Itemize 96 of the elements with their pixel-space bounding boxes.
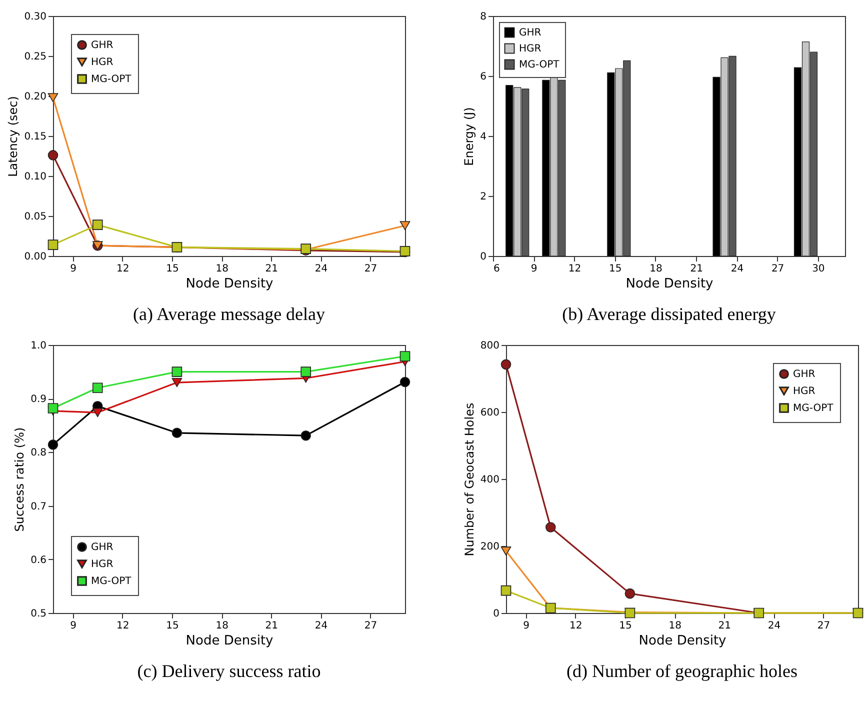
x-axis-title: Node Density <box>626 276 714 292</box>
y-tick-label: 600 <box>480 408 500 418</box>
y-tick-label: 0 <box>480 252 486 262</box>
point <box>92 408 103 418</box>
point <box>400 221 410 230</box>
point <box>48 440 58 450</box>
x-axis-title: Node Density <box>638 634 727 648</box>
x-tick-label: 18 <box>216 264 228 274</box>
x-tick-label: 12 <box>116 620 130 632</box>
x-tick-label: 27 <box>364 264 378 274</box>
point <box>48 150 58 160</box>
point <box>500 359 512 370</box>
legend-label: MG-OPT <box>519 60 560 70</box>
x-tick-label: 27 <box>771 264 784 274</box>
y-axis-title: Latency (sec) <box>6 96 20 177</box>
x-tick-label: 21 <box>718 620 732 632</box>
x-tick-label: 21 <box>265 620 278 632</box>
x-tick-label: 15 <box>166 264 179 274</box>
point <box>172 428 182 438</box>
point <box>300 430 311 441</box>
x-tick-label: 12 <box>568 264 582 274</box>
legend-label: HGR <box>793 386 816 397</box>
x-tick-label: 24 <box>730 264 744 274</box>
y-tick-label: 0.7 <box>30 501 46 512</box>
x-tick-label: 9 <box>530 264 538 274</box>
text: (d) Number of geographic holes <box>566 661 798 681</box>
y-tick-label: 8 <box>480 12 486 22</box>
x-tick-label: 30 <box>812 264 825 274</box>
x-tick-label: 15 <box>608 264 622 274</box>
y-axis-title: Number of Geocast Holes <box>462 402 476 556</box>
y-tick-label: 0.25 <box>24 52 46 62</box>
x-axis-title: Node Density <box>186 276 274 292</box>
legend-label: HGR <box>519 44 542 54</box>
point <box>172 366 182 377</box>
y-axis-title: Success ratio (%) <box>12 427 27 532</box>
x-tick-label: 18 <box>216 620 228 632</box>
point <box>172 378 182 388</box>
legend-label: MG-OPT <box>793 403 834 414</box>
x-tick-label: 24 <box>314 620 328 632</box>
y-tick-label: 0.05 <box>24 212 46 222</box>
point <box>300 366 311 377</box>
point <box>48 403 58 414</box>
point <box>545 522 556 532</box>
x-tick-label: 18 <box>668 620 682 632</box>
y-tick-label: 800 <box>480 340 500 352</box>
point <box>500 585 512 596</box>
legend-label: GHR <box>91 542 114 553</box>
point <box>92 382 103 394</box>
point <box>400 351 410 362</box>
y-tick-label: 0.00 <box>24 252 46 262</box>
point <box>48 240 58 250</box>
legend-label: MG-OPT <box>91 74 132 85</box>
x-tick-label: 24 <box>768 620 781 632</box>
x-tick-label: 27 <box>364 620 378 632</box>
y-tick-label: 400 <box>480 474 500 486</box>
point <box>624 588 636 599</box>
x-tick-label: 9 <box>70 620 77 632</box>
x-tick-label: 9 <box>523 620 530 632</box>
x-tick-label: 21 <box>265 264 278 274</box>
x-tick-label: 12 <box>116 264 130 274</box>
x-tick-label: 15 <box>166 620 179 632</box>
legend-label: GHR <box>793 369 816 380</box>
text: (a) Average message delay <box>132 304 326 324</box>
y-tick-label: 1.0 <box>30 340 46 352</box>
y-tick-label: 0.5 <box>30 608 46 620</box>
legend-label: HGR <box>91 57 114 68</box>
x-tick-label: 9 <box>70 264 77 274</box>
y-tick-label: 2 <box>480 192 486 202</box>
y-tick-label: 4 <box>480 132 486 142</box>
legend-label: GHR <box>519 28 542 38</box>
y-tick-label: 200 <box>480 542 500 552</box>
y-tick-label: 0.9 <box>30 394 46 406</box>
x-tick-label: 15 <box>619 620 632 632</box>
y-tick-label: 0.10 <box>24 172 46 182</box>
point <box>48 93 58 102</box>
x-tick-label: 21 <box>690 264 703 274</box>
text: (c) Delivery success ratio <box>137 661 321 681</box>
text: (b) Average dissipated energy <box>562 304 776 324</box>
x-axis-title: Node Density <box>186 634 274 648</box>
x-tick-label: 27 <box>817 620 830 632</box>
y-tick-label: 0.6 <box>30 554 46 566</box>
point <box>400 376 410 388</box>
x-tick-label: 12 <box>570 620 582 632</box>
legend-label: MG-OPT <box>91 576 132 587</box>
x-tick-label: 24 <box>314 264 328 274</box>
y-tick-label: 0.15 <box>24 132 46 142</box>
y-tick-label: 0.8 <box>30 448 46 459</box>
legend-label: GHR <box>91 40 114 51</box>
y-tick-label: 0.20 <box>24 92 46 102</box>
y-tick-label: 6 <box>480 72 486 82</box>
legend-label: HGR <box>91 559 114 570</box>
y-tick-label: 0.30 <box>24 12 46 22</box>
x-tick-label: 18 <box>650 264 662 274</box>
y-axis-title: Energy (J) <box>462 107 476 166</box>
y-tick-label: 0 <box>493 608 500 620</box>
point <box>92 220 103 230</box>
